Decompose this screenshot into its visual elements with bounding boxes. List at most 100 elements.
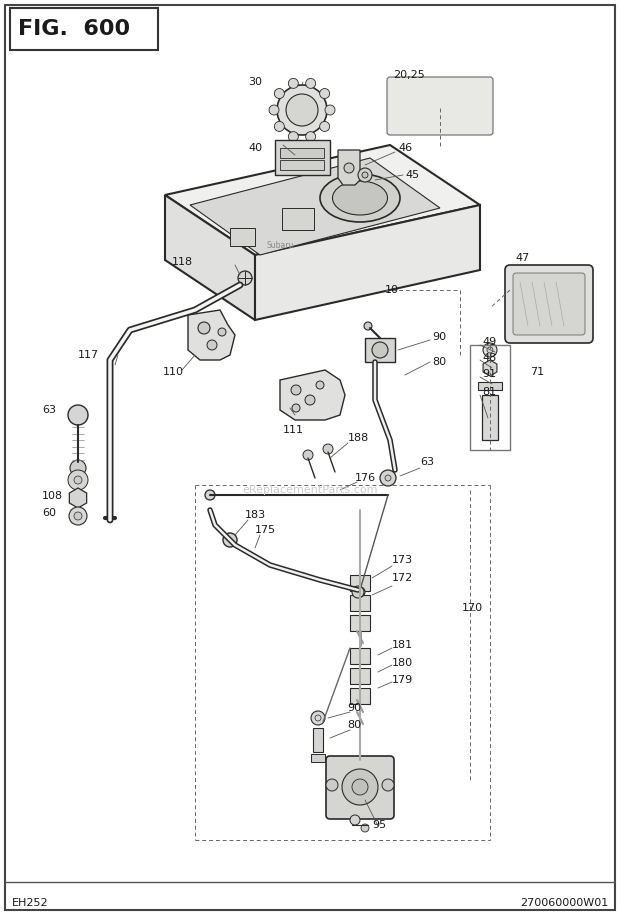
Circle shape	[292, 404, 300, 412]
Bar	[10, 8, 158, 50]
Polygon shape	[275, 140, 330, 175]
Circle shape	[223, 533, 237, 547]
Circle shape	[269, 105, 279, 115]
Circle shape	[323, 444, 333, 454]
Text: 173: 173	[392, 555, 413, 565]
Circle shape	[69, 507, 87, 525]
Circle shape	[362, 172, 368, 178]
Text: FIG.  600: FIG. 600	[18, 19, 130, 39]
Text: 183: 183	[245, 510, 266, 520]
Circle shape	[291, 385, 301, 395]
Circle shape	[288, 131, 298, 142]
Circle shape	[355, 587, 365, 597]
Circle shape	[483, 343, 497, 357]
Circle shape	[352, 779, 368, 795]
Bar	[478, 382, 502, 390]
Text: 80: 80	[432, 357, 446, 367]
Text: 48: 48	[482, 353, 496, 363]
Circle shape	[68, 470, 88, 490]
Bar	[470, 345, 510, 450]
Bar	[350, 648, 370, 664]
Circle shape	[305, 395, 315, 405]
Text: 91: 91	[482, 369, 496, 379]
Bar	[311, 754, 325, 762]
Text: 90: 90	[347, 703, 361, 713]
Circle shape	[350, 815, 360, 825]
Circle shape	[68, 405, 88, 425]
Circle shape	[74, 512, 82, 520]
Polygon shape	[165, 195, 255, 320]
Text: 170: 170	[462, 603, 483, 613]
Polygon shape	[165, 145, 480, 255]
Text: 180: 180	[392, 658, 413, 668]
Text: 63: 63	[420, 457, 434, 467]
Text: 188: 188	[348, 433, 370, 443]
Circle shape	[218, 328, 226, 336]
Circle shape	[487, 347, 493, 353]
Text: 172: 172	[392, 573, 414, 583]
Circle shape	[372, 342, 388, 358]
Circle shape	[364, 322, 372, 330]
Ellipse shape	[320, 174, 400, 222]
Text: 47: 47	[515, 253, 529, 263]
Circle shape	[286, 94, 318, 126]
Circle shape	[320, 88, 330, 98]
Circle shape	[198, 322, 210, 334]
FancyBboxPatch shape	[326, 756, 394, 819]
Circle shape	[274, 121, 285, 131]
Text: Subaru: Subaru	[267, 241, 294, 249]
Bar	[313, 728, 323, 752]
Bar	[482, 395, 498, 440]
Circle shape	[325, 105, 335, 115]
Text: 30: 30	[248, 77, 262, 87]
Text: 80: 80	[347, 720, 361, 730]
Bar	[350, 595, 370, 611]
Text: 181: 181	[392, 640, 413, 650]
Bar	[350, 688, 370, 704]
Text: 270060000W01: 270060000W01	[520, 898, 608, 908]
Polygon shape	[188, 310, 235, 360]
Circle shape	[306, 131, 316, 142]
Text: 81: 81	[482, 387, 496, 397]
Text: 71: 71	[530, 367, 544, 377]
Circle shape	[303, 450, 313, 460]
Text: 60: 60	[42, 508, 56, 518]
Polygon shape	[255, 205, 480, 320]
Circle shape	[342, 769, 378, 805]
Text: 179: 179	[392, 675, 414, 685]
Bar	[280, 148, 324, 158]
Circle shape	[238, 271, 252, 285]
Circle shape	[358, 168, 372, 182]
Text: 40: 40	[248, 143, 262, 153]
Circle shape	[316, 381, 324, 389]
FancyBboxPatch shape	[387, 77, 493, 135]
Circle shape	[306, 78, 316, 88]
Bar	[282, 208, 314, 230]
Text: 118: 118	[172, 257, 193, 267]
Bar	[230, 228, 255, 246]
Bar	[365, 338, 395, 362]
Text: 10: 10	[385, 285, 399, 295]
Ellipse shape	[332, 181, 388, 215]
Polygon shape	[338, 150, 360, 185]
Circle shape	[326, 779, 338, 791]
FancyBboxPatch shape	[505, 265, 593, 343]
Circle shape	[320, 121, 330, 131]
Polygon shape	[69, 488, 87, 508]
Circle shape	[205, 490, 215, 500]
Bar	[350, 575, 370, 591]
Circle shape	[277, 85, 327, 135]
Text: EH252: EH252	[12, 898, 48, 908]
FancyBboxPatch shape	[513, 273, 585, 335]
Text: 20,25: 20,25	[393, 70, 425, 80]
Text: 110: 110	[163, 367, 184, 377]
Circle shape	[70, 460, 86, 476]
Bar	[350, 615, 370, 631]
Text: 95: 95	[372, 820, 386, 830]
Text: 111: 111	[283, 425, 304, 435]
Text: 90: 90	[432, 332, 446, 342]
Circle shape	[385, 475, 391, 481]
Circle shape	[344, 163, 354, 173]
Text: 108: 108	[42, 491, 63, 501]
Circle shape	[380, 470, 396, 486]
